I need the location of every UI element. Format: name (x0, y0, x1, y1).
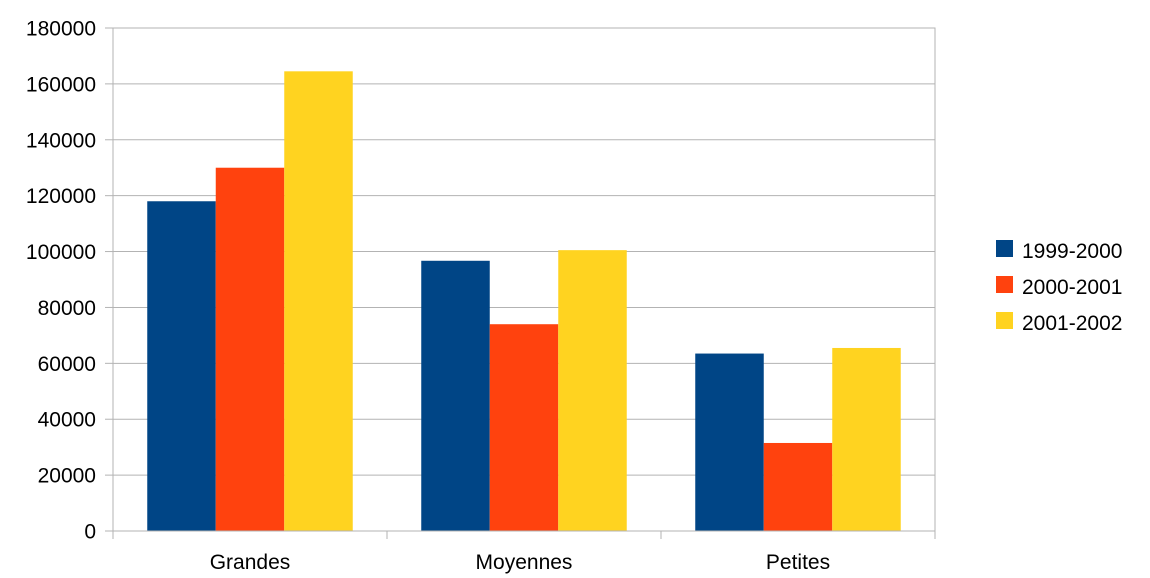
y-tick-label: 80000 (38, 297, 96, 320)
y-tick-label: 40000 (38, 409, 96, 432)
y-tick-label: 180000 (26, 18, 96, 41)
y-tick-label: 160000 (26, 73, 96, 96)
y-tick-label: 100000 (26, 241, 96, 264)
x-tick-label: Moyennes (476, 551, 573, 574)
bar-grandes-2000-2001 (215, 167, 285, 531)
legend-label-2001-2002: 2001-2002 (1022, 312, 1122, 335)
y-tick-label: 120000 (26, 185, 96, 208)
y-tick-label: 0 (84, 521, 96, 544)
legend-swatch-2001-2002 (996, 312, 1013, 329)
y-tick-label: 140000 (26, 129, 96, 152)
bar-grandes-1999-2000 (147, 201, 216, 531)
legend: 1999-2000 2000-2001 2001-2002 (996, 240, 1122, 335)
bars (147, 71, 901, 532)
legend-label-1999-2000: 1999-2000 (1022, 240, 1122, 263)
legend-label-2000-2001: 2000-2001 (1022, 276, 1122, 299)
bar-petites-2000-2001 (763, 442, 833, 531)
bar-moyennes-2001-2002 (558, 250, 627, 532)
x-tick-label: Grandes (210, 551, 291, 574)
legend-swatch-2000-2001 (996, 276, 1013, 293)
y-tick-label: 20000 (38, 465, 96, 488)
plot-area-frame (112, 27, 936, 532)
axes: 0 20000 40000 60000 80000 100000 120000 140000 1… (26, 18, 936, 574)
y-tick-label: 60000 (38, 353, 96, 376)
bar-grandes-2001-2002 (284, 71, 353, 531)
bar-petites-1999-2000 (695, 353, 764, 531)
bar-moyennes-2000-2001 (489, 324, 559, 531)
x-tick-label: Petites (766, 551, 830, 574)
legend-swatch-1999-2000 (996, 240, 1013, 257)
bar-petites-2001-2002 (832, 347, 901, 531)
bar-moyennes-1999-2000 (421, 260, 490, 531)
